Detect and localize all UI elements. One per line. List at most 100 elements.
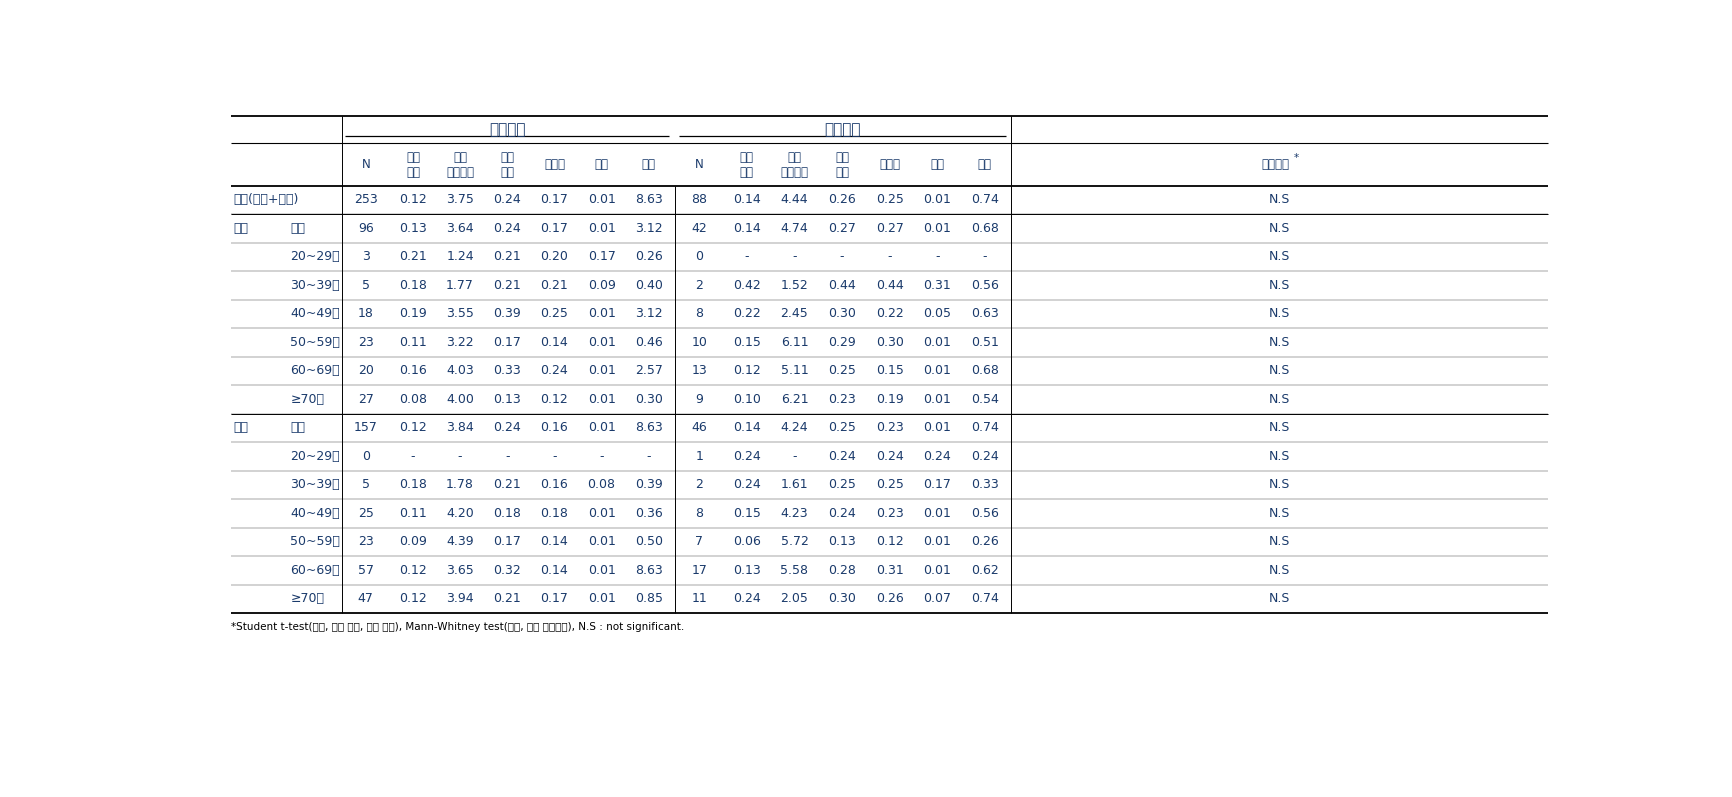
Text: 0.15: 0.15 (875, 364, 902, 378)
Text: 0.21: 0.21 (494, 279, 521, 292)
Text: 4.39: 4.39 (447, 536, 473, 548)
Text: 0.08: 0.08 (587, 478, 615, 492)
Text: 0.13: 0.13 (494, 393, 521, 406)
Text: 0.01: 0.01 (587, 336, 615, 349)
Text: 23: 23 (359, 336, 374, 349)
Text: 6.11: 6.11 (779, 336, 807, 349)
Text: 1.77: 1.77 (445, 279, 475, 292)
Text: 7: 7 (695, 536, 703, 548)
Text: 0.01: 0.01 (587, 507, 615, 520)
Text: N.S: N.S (1268, 308, 1290, 320)
Text: 0.19: 0.19 (875, 393, 902, 406)
Text: 3.55: 3.55 (445, 308, 475, 320)
Text: 0.18: 0.18 (540, 507, 568, 520)
Text: 0.18: 0.18 (398, 478, 426, 492)
Text: 0.85: 0.85 (634, 592, 662, 606)
Text: 0.14: 0.14 (540, 336, 568, 349)
Text: 0.11: 0.11 (398, 507, 426, 520)
Text: 1.61: 1.61 (779, 478, 807, 492)
Text: 0.25: 0.25 (875, 478, 902, 492)
Text: 0.10: 0.10 (733, 393, 760, 406)
Text: 0.31: 0.31 (875, 563, 902, 577)
Text: N.S: N.S (1268, 450, 1290, 463)
Text: 0.28: 0.28 (828, 563, 856, 577)
Text: *Student t-test(전체, 남성 전체, 여성 전체), Mann-Whitney test(남성, 여성 연령군별), N.S : not sig: *Student t-test(전체, 남성 전체, 여성 전체), Mann-… (230, 622, 684, 632)
Text: 최소: 최소 (930, 158, 944, 171)
Text: 0.26: 0.26 (828, 194, 856, 206)
Text: 0.17: 0.17 (494, 336, 521, 349)
Text: 0.24: 0.24 (733, 478, 760, 492)
Text: 0.50: 0.50 (634, 536, 662, 548)
Text: 0.13: 0.13 (828, 536, 856, 548)
Text: 6.21: 6.21 (779, 393, 807, 406)
Text: 20~29세: 20~29세 (289, 250, 339, 264)
Text: 3.22: 3.22 (447, 336, 473, 349)
Text: N.S: N.S (1268, 393, 1290, 406)
Text: 4.00: 4.00 (445, 393, 475, 406)
Text: 8.63: 8.63 (634, 563, 662, 577)
Text: 0.26: 0.26 (970, 536, 998, 548)
Text: *: * (1294, 153, 1299, 163)
Text: 0.01: 0.01 (923, 507, 951, 520)
Text: 0.18: 0.18 (398, 279, 426, 292)
Text: 40~49세: 40~49세 (289, 308, 339, 320)
Text: 0.30: 0.30 (828, 308, 856, 320)
Text: 0.24: 0.24 (875, 450, 902, 463)
Text: 253: 253 (353, 194, 378, 206)
Text: 0.01: 0.01 (587, 308, 615, 320)
Text: 0.74: 0.74 (970, 422, 998, 434)
Text: 0.26: 0.26 (875, 592, 902, 606)
Text: 최대: 최대 (641, 158, 655, 171)
Text: 4.20: 4.20 (445, 507, 473, 520)
Text: 기하
표준편차: 기하 표준편차 (445, 151, 475, 179)
Text: 0.46: 0.46 (634, 336, 662, 349)
Text: 0.01: 0.01 (923, 563, 951, 577)
Text: 5.58: 5.58 (779, 563, 807, 577)
Text: 1.78: 1.78 (445, 478, 475, 492)
Text: 0.01: 0.01 (587, 222, 615, 235)
Text: 11: 11 (691, 592, 707, 606)
Text: 5.11: 5.11 (779, 364, 807, 378)
Text: 47: 47 (357, 592, 374, 606)
Text: 0.21: 0.21 (540, 279, 568, 292)
Text: 0: 0 (362, 450, 369, 463)
Text: 42: 42 (691, 222, 707, 235)
Text: 0.14: 0.14 (540, 536, 568, 548)
Text: 최대: 최대 (977, 158, 991, 171)
Text: 88: 88 (691, 194, 707, 206)
Text: 0.01: 0.01 (587, 422, 615, 434)
Text: 4.23: 4.23 (779, 507, 807, 520)
Text: 0.12: 0.12 (540, 393, 568, 406)
Text: 0.24: 0.24 (494, 194, 521, 206)
Text: 3.12: 3.12 (634, 222, 662, 235)
Text: 0.15: 0.15 (733, 507, 760, 520)
Text: 0.44: 0.44 (875, 279, 902, 292)
Text: 18: 18 (357, 308, 374, 320)
Text: 50~59세: 50~59세 (289, 336, 339, 349)
Text: 0.01: 0.01 (587, 194, 615, 206)
Text: N.S: N.S (1268, 194, 1290, 206)
Text: 4.24: 4.24 (779, 422, 807, 434)
Text: 25: 25 (357, 507, 374, 520)
Text: 8: 8 (695, 308, 703, 320)
Text: 0.09: 0.09 (587, 279, 615, 292)
Text: 0.25: 0.25 (540, 308, 568, 320)
Text: 0.22: 0.22 (733, 308, 760, 320)
Text: 0.01: 0.01 (587, 393, 615, 406)
Text: 4.74: 4.74 (779, 222, 807, 235)
Text: N.S: N.S (1268, 222, 1290, 235)
Text: N.S: N.S (1268, 563, 1290, 577)
Text: 0.11: 0.11 (398, 336, 426, 349)
Text: 0.30: 0.30 (828, 592, 856, 606)
Text: 0.24: 0.24 (494, 422, 521, 434)
Text: -: - (599, 450, 603, 463)
Text: 0.17: 0.17 (540, 592, 568, 606)
Text: -: - (792, 250, 797, 264)
Text: 0.01: 0.01 (923, 194, 951, 206)
Text: 13: 13 (691, 364, 707, 378)
Text: -: - (745, 250, 748, 264)
Text: 8: 8 (695, 507, 703, 520)
Text: 0.56: 0.56 (970, 279, 998, 292)
Text: 40~49세: 40~49세 (289, 507, 339, 520)
Text: 3.84: 3.84 (445, 422, 473, 434)
